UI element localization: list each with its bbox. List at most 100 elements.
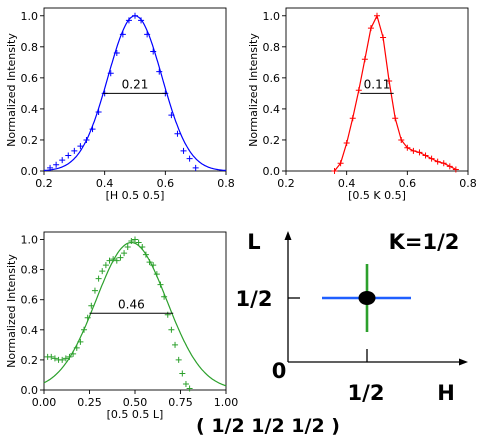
l-scan-point	[88, 302, 95, 309]
k-scan-panel: 0.2 0.4 0.6 0.80.00.20.40.60.81.0 [0.5 K 0.…	[247, 7, 477, 202]
h-scan-point	[95, 109, 102, 116]
h-scan-width-label: 0.21	[122, 77, 149, 91]
k-scan-point	[355, 87, 362, 94]
h-scan-point	[89, 126, 96, 133]
l-scan-ytick-label: 0.8	[21, 264, 39, 277]
k-scan-xtick-label: 0.6	[399, 177, 417, 190]
k-scan-point	[386, 77, 393, 84]
l-scan-xtick-label: 0.50	[123, 396, 148, 409]
k-scan-point	[380, 34, 387, 41]
k-scan-point	[452, 166, 459, 173]
l-scan-point	[161, 293, 168, 300]
l-scan-ticks: 0.00 0.25 0.50 0.75 1.00 0.0 0.2 0.4 0.6 0.8 1.0	[21, 234, 239, 409]
k-scan-ytick-label: 0.2	[263, 134, 281, 147]
l-scan-ytick-label: 1.0	[21, 234, 39, 247]
l-scan-point	[66, 353, 73, 360]
l-scan-point	[62, 355, 69, 362]
l-scan-point	[124, 244, 131, 251]
k-scan-point	[374, 12, 380, 19]
l-scan-point	[132, 236, 138, 243]
origin-label: 0	[272, 359, 287, 383]
k-scan-width-label: 0.11	[364, 77, 391, 91]
l-scan-point	[179, 370, 186, 377]
k-scan-point	[337, 160, 344, 167]
l-axis-arrowhead	[284, 231, 292, 240]
plane-label: K=1/2	[389, 230, 460, 254]
l-scan-marks	[43, 236, 227, 392]
l-scan-point	[139, 244, 146, 251]
k-scan-xlabel: [0.5 K 0.5]	[348, 189, 406, 202]
l-scan-point	[70, 350, 77, 357]
h-scan-point	[77, 143, 84, 150]
l-scan-xlabel: [0.5 0.5 L]	[107, 408, 164, 421]
l-scan-point	[110, 256, 117, 263]
l-scan-point	[117, 254, 124, 261]
h-scan-point	[132, 12, 138, 19]
k-scan-point	[349, 115, 356, 122]
l-scan-point	[168, 326, 175, 333]
h-scan-frame	[43, 7, 227, 172]
l-scan-point	[175, 356, 182, 363]
h-scan-xtick-label: 0.8	[217, 177, 235, 190]
h-scan-panel: 0.2 0.4 0.6 0.80.00.20.40.60.81.0 [H 0.5 0.…	[5, 7, 235, 202]
l-scan-point	[153, 271, 160, 278]
l-scan-point	[172, 341, 179, 348]
peak-position-marker	[358, 291, 376, 305]
l-scan-point	[91, 287, 98, 294]
k-scan-point	[428, 155, 435, 162]
h-axis-arrowhead	[459, 358, 468, 366]
h-scan-point	[71, 147, 78, 154]
k-scan-ticks: 0.2 0.4 0.6 0.80.00.20.40.60.81.0	[263, 10, 477, 190]
l-scan-xtick-label: 0.25	[77, 396, 102, 409]
hl-plane-diagram: L K=1/2 1/2 0 1/2 H	[236, 230, 468, 405]
l-scan-ytick-label: 0.2	[21, 354, 39, 367]
h-scan-point	[144, 31, 151, 38]
k-scan-point	[367, 25, 374, 32]
h-scan-point	[168, 112, 175, 119]
k-scan-point	[422, 152, 429, 159]
l-scan-point	[157, 281, 164, 288]
k-scan-ytick-label: 0.8	[263, 41, 281, 54]
h-scan-xlabel: [H 0.5 0.5]	[106, 189, 165, 202]
h-scan-ytick-label: 0.4	[21, 103, 39, 116]
l-scan-point	[99, 268, 106, 275]
k-scan-point	[440, 160, 447, 167]
l-scan-point	[186, 385, 193, 392]
k-scan-ytick-label: 0.4	[263, 103, 281, 116]
h-scan-ticks: 0.2 0.4 0.6 0.80.00.20.40.60.81.0	[21, 10, 235, 190]
h-scan-ylabel: Normalized Intensity	[5, 33, 18, 147]
l-scan-point	[142, 251, 149, 258]
h-scan-xtick-label: 0.6	[157, 177, 175, 190]
h-scan-point	[107, 70, 114, 77]
l-scan-point	[146, 259, 153, 266]
k-scan-point	[398, 136, 405, 143]
l-scan-curve	[43, 241, 227, 387]
k-scan-point	[410, 147, 417, 154]
l-scan-point	[73, 344, 80, 351]
k-scan-ytick-label: 0.6	[263, 72, 281, 85]
h-scan-point	[192, 164, 199, 171]
h-scan-point	[59, 157, 66, 164]
l-scan-point	[95, 275, 102, 282]
h-scan-ytick-label: 1.0	[21, 10, 39, 23]
l-scan-point	[106, 257, 113, 264]
k-scan-curve	[334, 14, 457, 172]
k-scan-point	[416, 149, 423, 156]
k-scan-ytick-label: 1.0	[263, 10, 281, 23]
h-scan-ytick-label: 0.6	[21, 72, 39, 85]
l-scan-point	[128, 238, 135, 245]
l-scan-point	[48, 353, 55, 360]
l-half-label: 1/2	[236, 287, 273, 311]
l-scan-xtick-label: 1.00	[214, 396, 239, 409]
l-scan-point	[150, 262, 157, 269]
k-scan-point	[392, 115, 399, 122]
k-scan-point	[446, 163, 453, 170]
l-scan-point	[59, 356, 66, 363]
h-scan-point	[119, 31, 126, 38]
h-scan-point	[125, 17, 132, 24]
l-scan-point	[164, 311, 171, 318]
k-scan-ytick-label: 0.0	[263, 165, 281, 178]
k-scan-xtick-label: 0.8	[459, 177, 477, 190]
l-scan-panel: 0.00 0.25 0.50 0.75 1.00 0.0 0.2 0.4 0.6 0.8 1.0 […	[5, 231, 239, 421]
k-scan-frame	[285, 7, 469, 172]
